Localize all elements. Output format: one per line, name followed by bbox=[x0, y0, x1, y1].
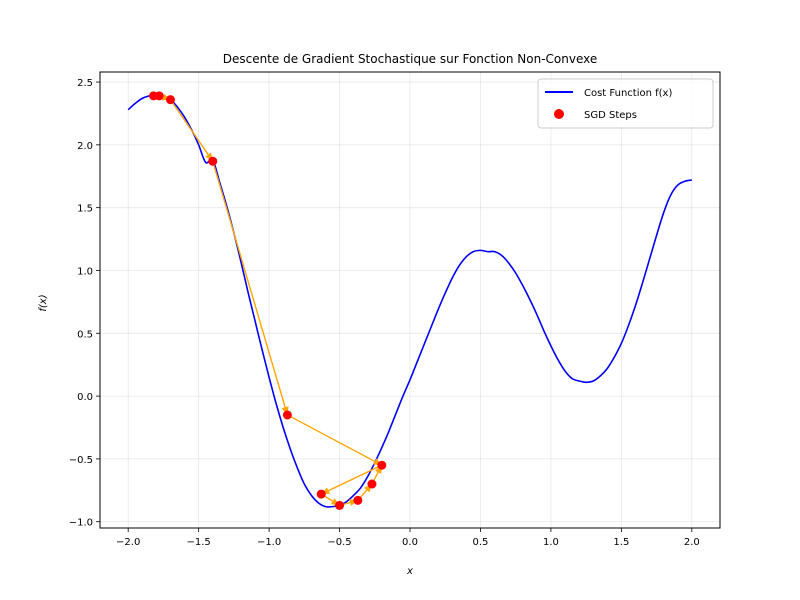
x-tick-label: −1.0 bbox=[257, 537, 281, 548]
x-tick-label: −1.5 bbox=[186, 537, 210, 548]
sgd-step-point bbox=[377, 460, 387, 470]
x-tick-label: 2.0 bbox=[684, 537, 700, 548]
cost-function-line bbox=[127, 93, 692, 508]
legend-label-sgd-steps: SGD Steps bbox=[584, 110, 637, 121]
x-axis-label: x bbox=[406, 566, 413, 577]
sgd-step-point bbox=[149, 91, 159, 101]
sgd-path-segment bbox=[169, 99, 214, 162]
grid bbox=[100, 72, 720, 528]
legend-box bbox=[537, 78, 714, 129]
y-tick-label: 0.0 bbox=[77, 392, 93, 403]
legend: Cost Function f(x) SGD Steps bbox=[537, 78, 714, 129]
cost-function-layer bbox=[127, 93, 692, 508]
sgd-path-segment bbox=[287, 414, 383, 466]
y-axis-ticks: −1.0 −0.5 0.0 0.5 1.0 1.5 2.0 2.5 bbox=[69, 78, 100, 529]
x-tick-label: 1.5 bbox=[613, 537, 629, 548]
y-tick-label: 1.0 bbox=[77, 266, 93, 277]
y-tick-label: 1.5 bbox=[77, 204, 93, 215]
legend-dot-swatch bbox=[554, 109, 564, 119]
y-tick-label: 2.0 bbox=[77, 141, 93, 152]
y-tick-label: −0.5 bbox=[69, 455, 93, 466]
legend-label-cost-function: Cost Function f(x) bbox=[584, 88, 672, 99]
sgd-step-point bbox=[335, 500, 345, 510]
sgd-path-segment bbox=[212, 160, 289, 416]
y-tick-label: 2.5 bbox=[77, 78, 93, 89]
y-tick-label: 0.5 bbox=[77, 329, 93, 340]
sgd-step-point bbox=[353, 495, 363, 505]
y-tick-label: −1.0 bbox=[69, 518, 93, 529]
x-tick-label: 1.0 bbox=[543, 537, 559, 548]
x-axis-ticks: −2.0 −1.5 −1.0 −0.5 0.0 0.5 1.0 1.5 2.0 bbox=[116, 528, 700, 548]
sgd-step-point bbox=[282, 410, 292, 420]
sgd-step-point bbox=[165, 95, 175, 105]
x-tick-label: −0.5 bbox=[327, 537, 351, 548]
sgd-path-segment bbox=[320, 464, 383, 495]
sgd-path-layer bbox=[151, 92, 383, 507]
x-tick-label: 0.0 bbox=[402, 537, 418, 548]
y-axis-label: f(x) bbox=[38, 294, 49, 311]
sgd-step-point bbox=[316, 489, 326, 499]
sgd-step-point bbox=[367, 479, 377, 489]
sgd-points-layer bbox=[149, 91, 387, 510]
sgd-step-point bbox=[208, 156, 218, 166]
x-tick-label: 0.5 bbox=[473, 537, 489, 548]
chart-title: Descente de Gradient Stochastique sur Fo… bbox=[223, 52, 598, 66]
x-tick-label: −2.0 bbox=[116, 537, 140, 548]
